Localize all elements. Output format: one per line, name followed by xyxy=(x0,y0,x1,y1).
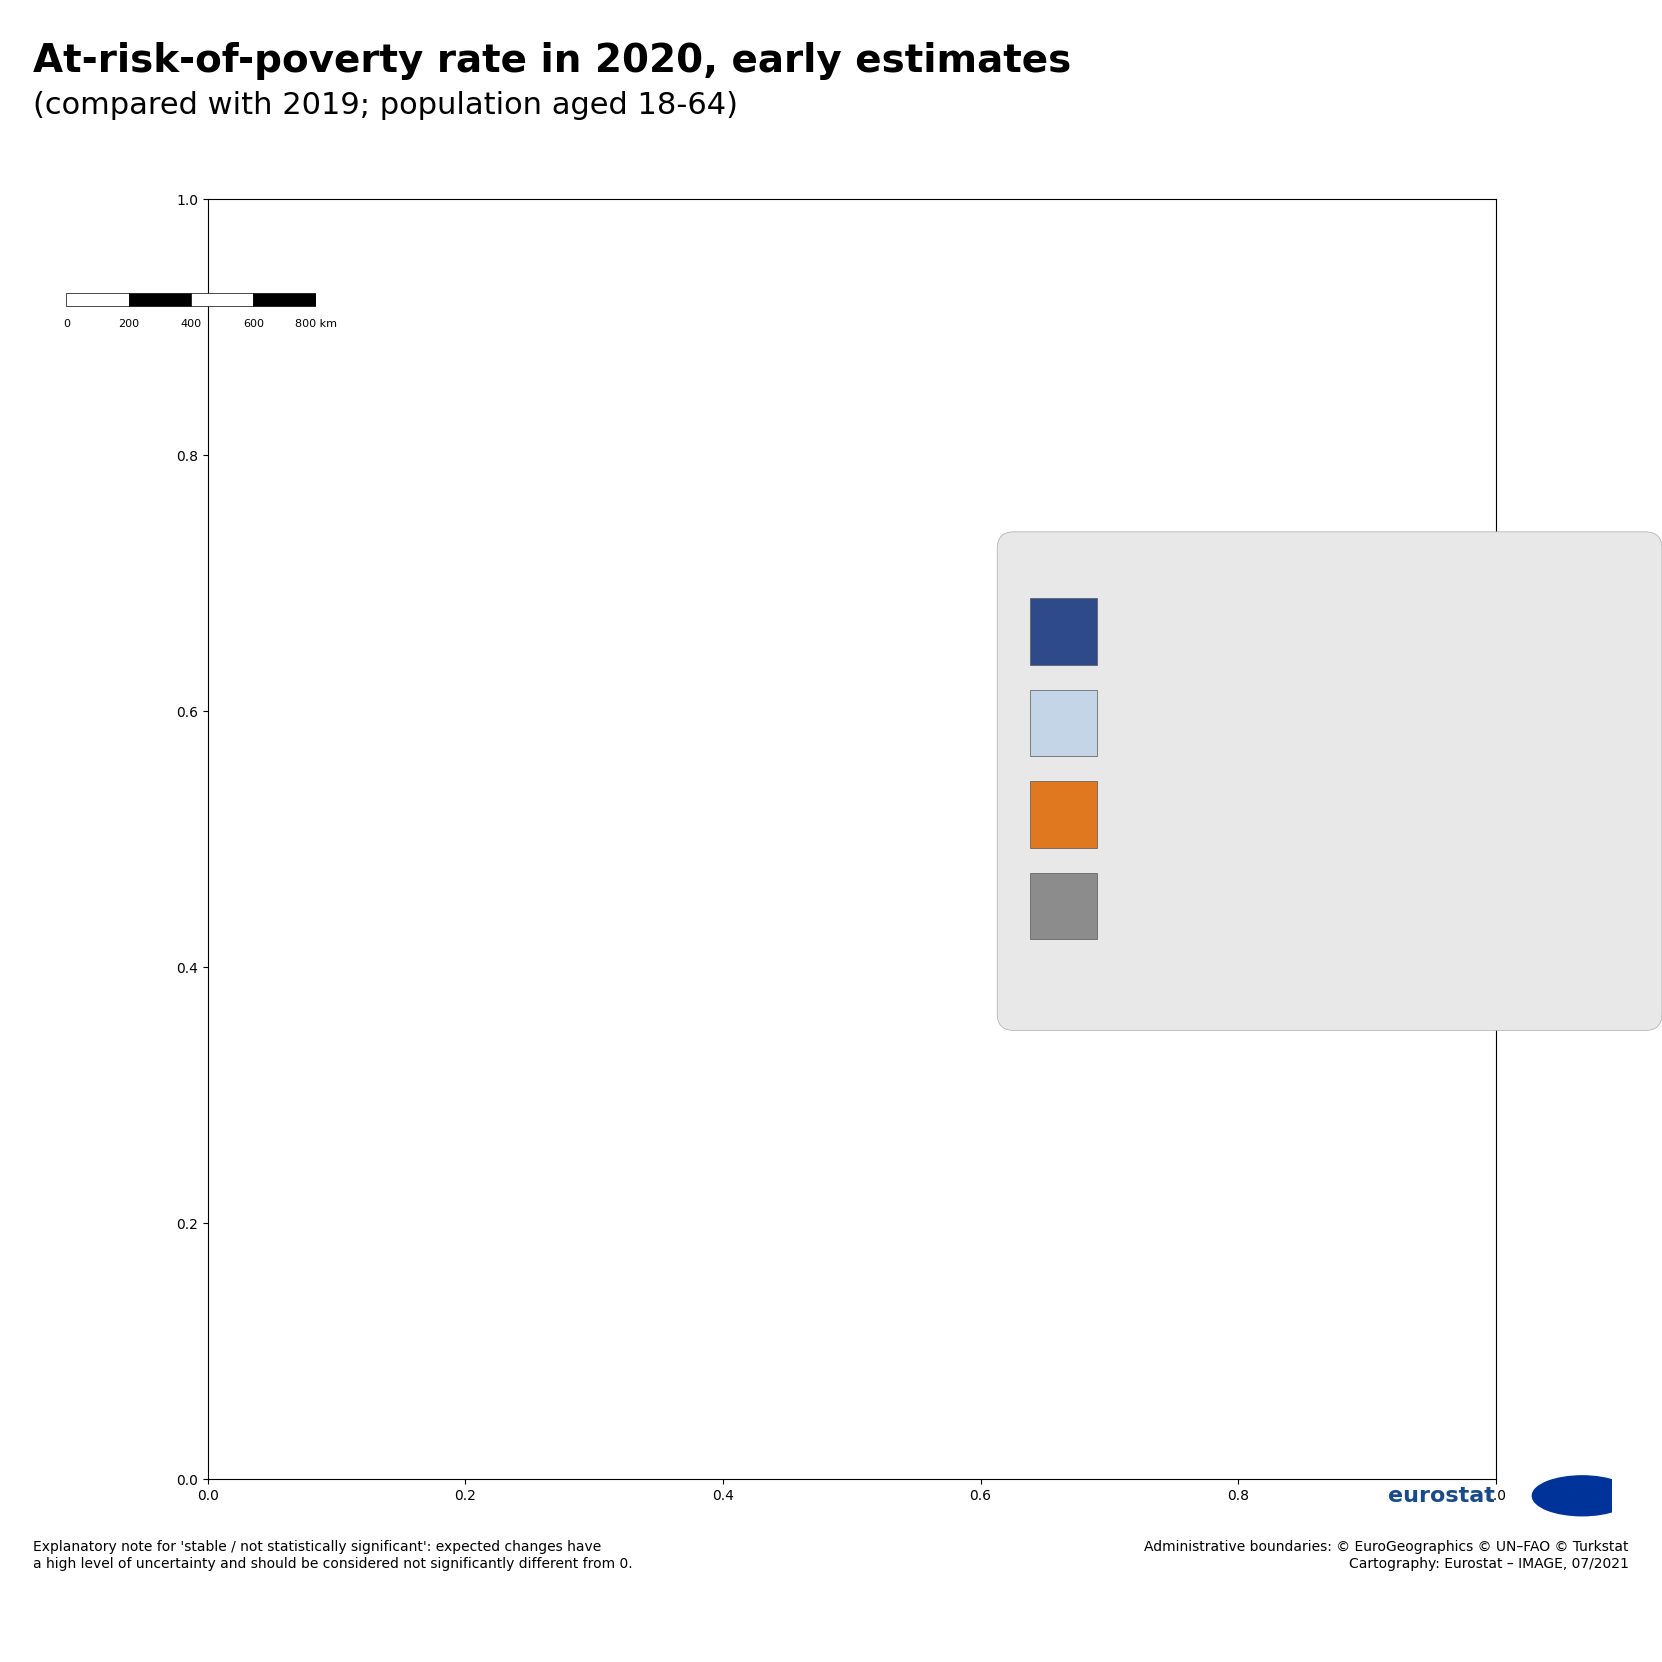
Text: 200: 200 xyxy=(118,319,140,329)
Circle shape xyxy=(1532,1476,1632,1516)
Bar xyxy=(191,293,254,306)
Text: eurostat: eurostat xyxy=(1388,1486,1494,1506)
Bar xyxy=(66,293,130,306)
Text: Administrative boundaries: © EuroGeographics © UN–FAO © Turkstat
Cartography: Eu: Administrative boundaries: © EuroGeograp… xyxy=(1143,1541,1629,1571)
Text: Explanatory note for 'stable / not statistically significant': expected changes : Explanatory note for 'stable / not stati… xyxy=(33,1541,633,1571)
Bar xyxy=(254,293,316,306)
Text: increasing: increasing xyxy=(1122,804,1222,824)
Text: 800 km: 800 km xyxy=(294,319,337,329)
Text: (compared with 2019; population aged 18-64): (compared with 2019; population aged 18-… xyxy=(33,91,738,120)
Text: decreasing: decreasing xyxy=(1122,622,1228,642)
Text: stable / not statistically significant: stable / not statistically significant xyxy=(1122,713,1456,733)
Bar xyxy=(130,293,191,306)
Text: At-risk-of-poverty rate in 2020, early estimates: At-risk-of-poverty rate in 2020, early e… xyxy=(33,42,1072,80)
Text: data not available: data not available xyxy=(1122,896,1298,916)
Text: 600: 600 xyxy=(243,319,264,329)
Text: 400: 400 xyxy=(181,319,201,329)
Text: 0: 0 xyxy=(63,319,70,329)
